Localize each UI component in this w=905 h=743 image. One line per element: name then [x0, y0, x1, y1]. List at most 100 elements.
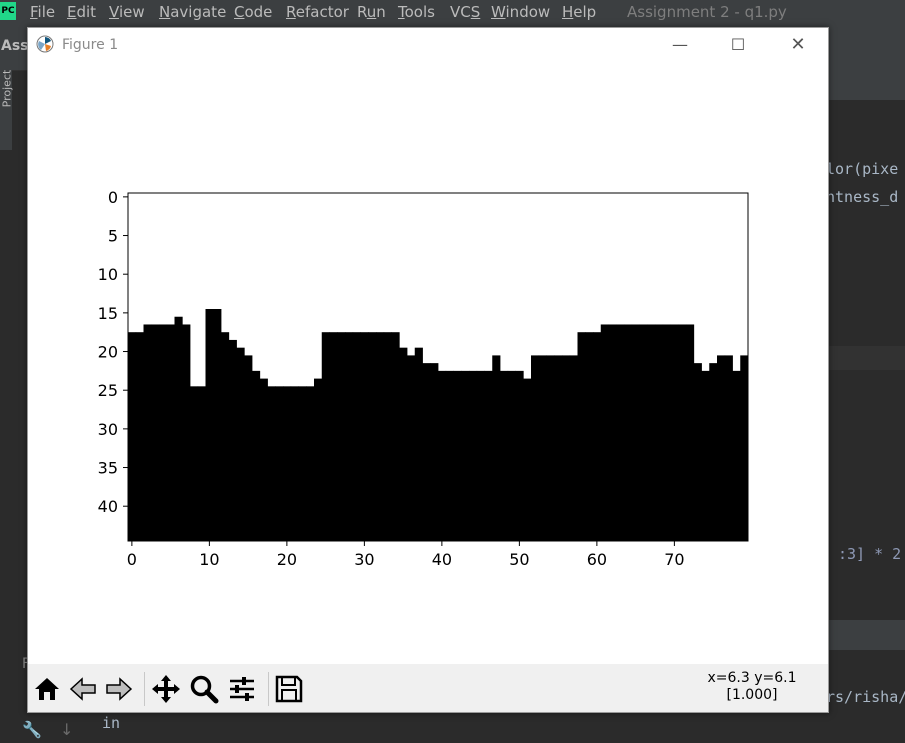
- image-column: [631, 324, 640, 541]
- image-column: [717, 355, 726, 541]
- pixel-value-text: [1.000]: [726, 687, 778, 703]
- image-column: [608, 324, 617, 541]
- image-column: [414, 347, 423, 541]
- y-tick-label: 0: [108, 188, 118, 207]
- x-tick-label: 50: [509, 550, 529, 569]
- image-column: [724, 355, 733, 541]
- image-column: [205, 309, 214, 541]
- menu-file[interactable]: File: [30, 3, 56, 21]
- image-plot: 0 10 20 30 40 50 60 70 0 5 10 15 20 25 30 35 40: [98, 188, 749, 569]
- menu-view[interactable]: View: [109, 3, 145, 21]
- code-line: :3] * 2: [838, 545, 902, 563]
- close-button[interactable]: ✕: [790, 34, 806, 55]
- home-icon[interactable]: [31, 673, 63, 705]
- wrench-icon[interactable]: 🔧: [22, 720, 42, 739]
- toolbar-separator: [268, 672, 269, 706]
- image-column: [484, 370, 493, 541]
- configure-subplots-icon[interactable]: [226, 673, 258, 705]
- maximize-button[interactable]: ☐: [730, 35, 746, 54]
- pycharm-logo-icon: PC: [0, 2, 16, 20]
- image-column: [329, 332, 338, 541]
- image-column: [244, 355, 253, 541]
- image-column: [678, 324, 687, 541]
- zoom-icon[interactable]: [188, 673, 220, 705]
- image-column: [376, 332, 385, 541]
- y-tick-label: 15: [98, 304, 118, 323]
- menu-tools[interactable]: Tools: [398, 3, 435, 21]
- save-icon[interactable]: [273, 673, 305, 705]
- figure-window: Figure 1 — ☐ ✕ 0 10 20 30 40 50 60 70 0 5 10 15 20 25…: [27, 27, 829, 713]
- image-column: [383, 332, 392, 541]
- image-column: [554, 355, 563, 541]
- image-column: [538, 355, 547, 541]
- image-column: [143, 324, 152, 541]
- x-tick-label: 0: [127, 550, 137, 569]
- image-column: [670, 324, 679, 541]
- image-column: [275, 386, 284, 541]
- image-column: [655, 324, 664, 541]
- menu-code[interactable]: Code: [234, 3, 273, 21]
- figure-canvas[interactable]: 0 10 20 30 40 50 60 70 0 5 10 15 20 25 30 35 40: [28, 62, 828, 664]
- image-column: [693, 363, 702, 541]
- project-tool-tab[interactable]: Project: [0, 69, 14, 108]
- image-column: [430, 363, 439, 541]
- image-column: [686, 324, 695, 541]
- image-column: [546, 355, 555, 541]
- menu-edit[interactable]: Edit: [67, 3, 97, 21]
- down-arrow-icon[interactable]: ↓: [60, 720, 74, 739]
- forward-icon[interactable]: [103, 673, 135, 705]
- toolbar-separator: [144, 672, 145, 706]
- image-column: [290, 386, 299, 541]
- image-column: [228, 339, 237, 541]
- y-tick-label: 20: [98, 343, 118, 362]
- image-column: [151, 324, 160, 541]
- ide-menubar: PC File Edit View Navigate Code Refactor Run To…: [0, 0, 905, 24]
- x-tick-label: 30: [354, 550, 374, 569]
- image-column: [600, 324, 609, 541]
- menu-help[interactable]: Help: [562, 3, 597, 21]
- y-tick-label: 25: [98, 381, 118, 400]
- image-column: [453, 370, 462, 541]
- menu-refactor[interactable]: Refactor: [286, 3, 349, 21]
- image-column: [438, 370, 447, 541]
- x-tick-label: 40: [432, 550, 452, 569]
- image-column: [182, 324, 191, 541]
- minimize-button[interactable]: —: [672, 35, 688, 54]
- coordinate-readout: x=6.3 y=6.1 [1.000]: [692, 670, 812, 704]
- ide-window-title: Assignment 2 - q1.py: [627, 3, 787, 21]
- image-column: [174, 316, 183, 541]
- image-column: [391, 332, 400, 541]
- image-column: [709, 363, 718, 541]
- console-area[interactable]: [0, 710, 905, 743]
- console-path-text: rs/risha/: [826, 688, 905, 706]
- y-tick-label: 30: [98, 420, 118, 439]
- image-column: [507, 370, 516, 541]
- console-text: in: [102, 714, 121, 732]
- figure-titlebar[interactable]: Figure 1 — ☐ ✕: [28, 28, 828, 62]
- image-column: [314, 378, 323, 541]
- image-column: [360, 332, 369, 541]
- image-column: [569, 355, 578, 541]
- image-column: [662, 324, 671, 541]
- image-column: [321, 332, 330, 541]
- image-column: [213, 309, 222, 541]
- figure-title: Figure 1: [62, 37, 119, 53]
- menu-run[interactable]: Run: [357, 3, 386, 21]
- image-column: [236, 347, 245, 541]
- image-column: [616, 324, 625, 541]
- back-icon[interactable]: [67, 673, 99, 705]
- menu-window[interactable]: Window: [491, 3, 551, 21]
- image-column: [368, 332, 377, 541]
- x-tick-label: 20: [277, 550, 297, 569]
- menu-vcs[interactable]: VCS: [450, 3, 481, 21]
- menu-navigate[interactable]: Navigate: [159, 3, 227, 21]
- image-column: [531, 355, 540, 541]
- y-tick-label: 40: [98, 497, 118, 516]
- image-column: [740, 355, 749, 541]
- image-column: [445, 370, 454, 541]
- ide-tool-window-strip: [0, 70, 12, 150]
- ide-project-name: Ass: [1, 38, 29, 54]
- image-column: [337, 332, 346, 541]
- pan-icon[interactable]: [150, 673, 182, 705]
- y-tick-label: 10: [98, 265, 118, 284]
